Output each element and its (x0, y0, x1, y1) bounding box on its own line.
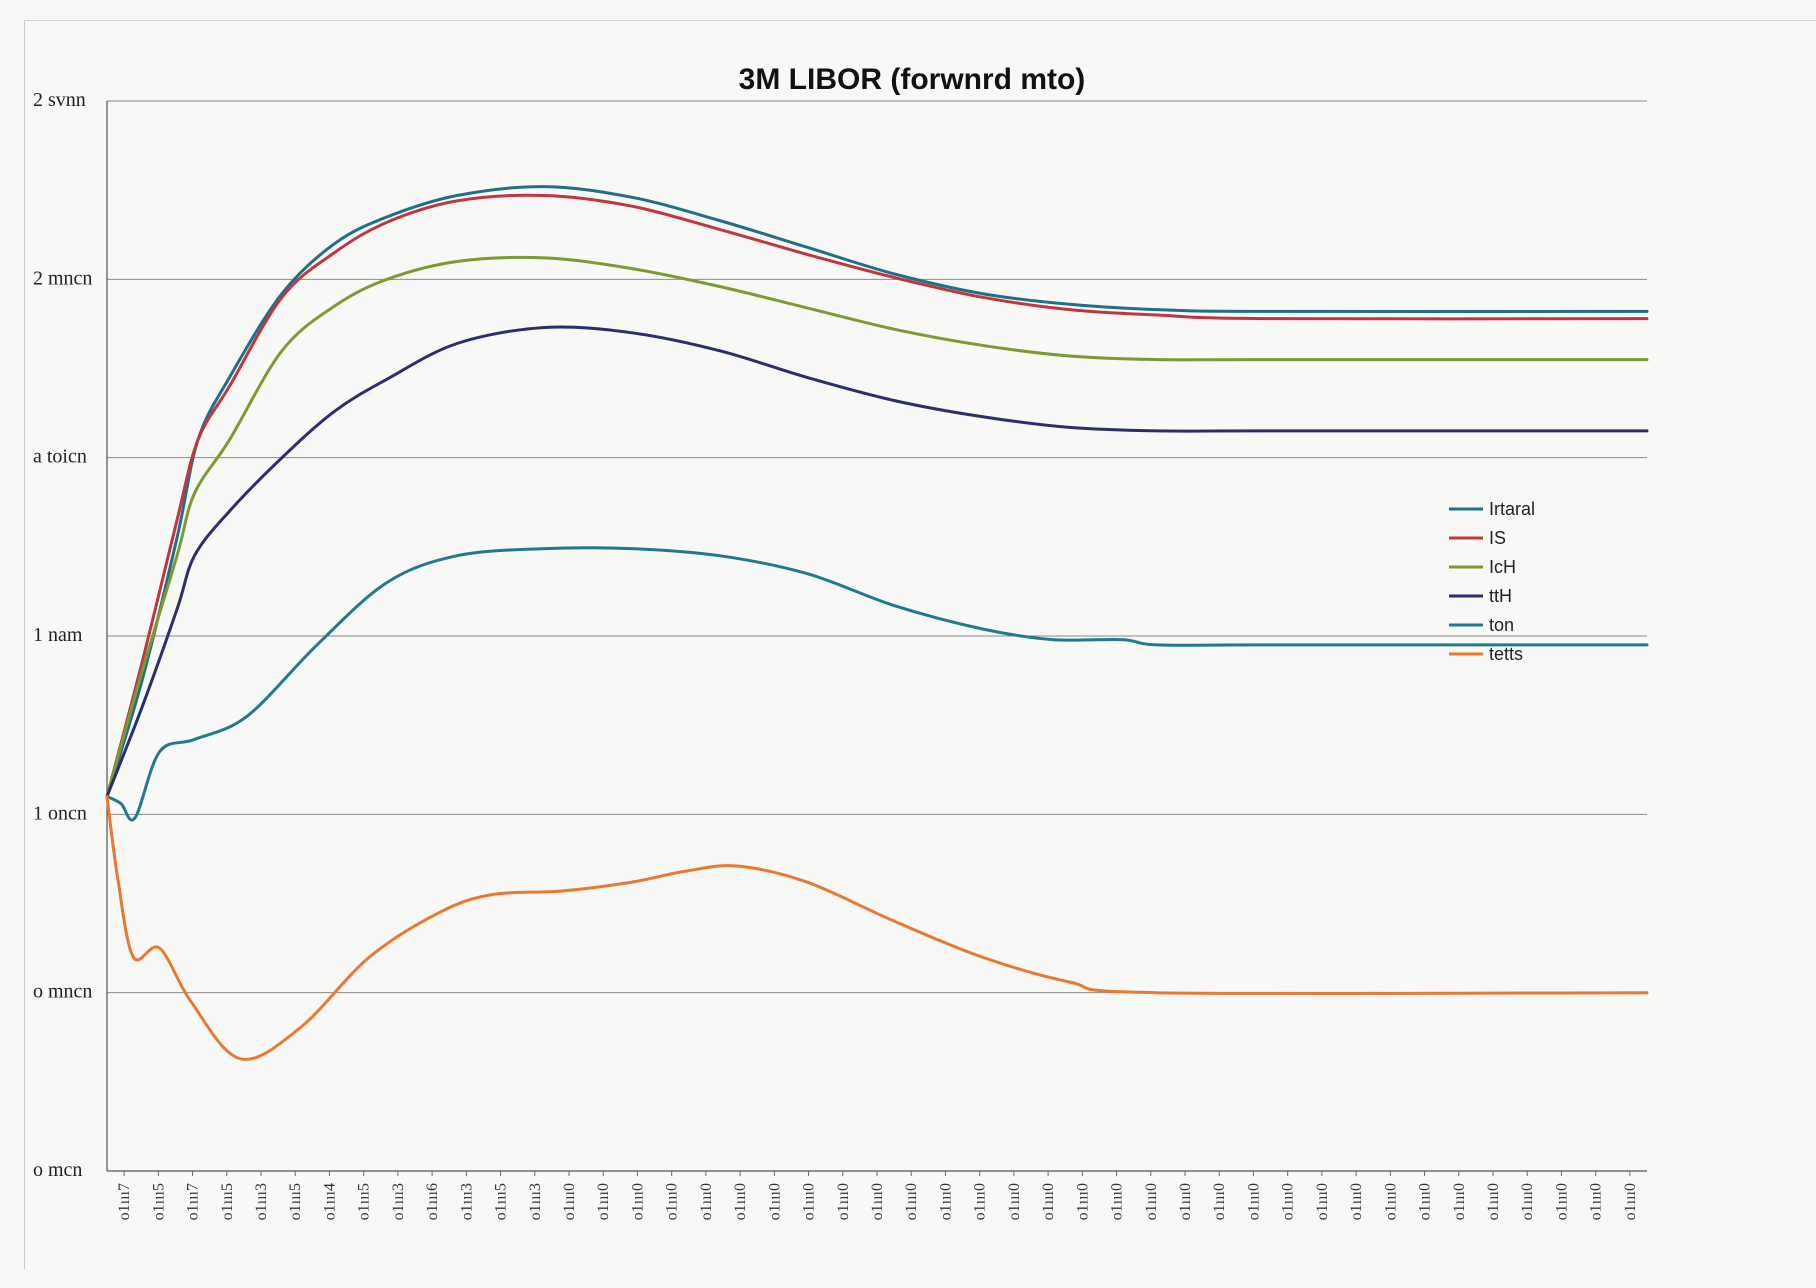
x-tick-label: o1ııı0 (1451, 1183, 1468, 1220)
y-tick-label: 2 svnn (33, 89, 86, 111)
y-tick-label: o mcn (33, 1159, 82, 1181)
x-tick-label: o1ııı0 (766, 1183, 783, 1220)
series-line-IS (105, 193, 1649, 798)
x-tick-label: o1ııı0 (937, 1183, 954, 1220)
series-lines (105, 185, 1649, 1061)
x-tick-label: o1ııı7 (185, 1183, 202, 1220)
x-tick-label: o1ııı5 (150, 1183, 167, 1220)
x-tick-label: o1ııı5 (287, 1183, 304, 1220)
x-tick-label: o1ııı0 (835, 1183, 852, 1220)
y-tick-label: 1 oncn (33, 802, 87, 824)
gridlines (107, 100, 1647, 994)
x-tick-label: o1ııı3 (458, 1183, 475, 1220)
x-tick-label: o1ııı0 (1519, 1183, 1536, 1220)
x-tick-label: o1ııı5 (356, 1183, 373, 1220)
series-line-ttH (105, 325, 1649, 798)
x-tick-label: o1ııı0 (972, 1183, 989, 1220)
legend-label: tetts (1489, 644, 1523, 664)
x-tick-label: o1ııı0 (698, 1183, 715, 1220)
x-tick-label: o1ııı0 (1314, 1183, 1331, 1220)
x-tick-label: o1ııı0 (1280, 1183, 1297, 1220)
x-tick-label: o1ııı0 (1553, 1183, 1570, 1220)
y-tick-label: a toicn (33, 446, 87, 468)
series-line-tetts (105, 795, 1649, 1061)
x-tick-label: o1ııı3 (527, 1183, 544, 1220)
x-tick-label: o1ııı7 (116, 1183, 133, 1220)
x-tick-label: o1ııı0 (869, 1183, 886, 1220)
x-tick-label: o1ııı0 (629, 1183, 646, 1220)
x-tick-label: o1ııı0 (1382, 1183, 1399, 1220)
x-tick-label: o1ııı0 (732, 1183, 749, 1220)
x-tick-label: o1ııı0 (595, 1183, 612, 1220)
x-tick-label: o1ııı0 (561, 1183, 578, 1220)
x-tick-label: o1ııı0 (1245, 1183, 1262, 1220)
series-line-Irtaral (105, 185, 1649, 798)
x-tick-label: o1ııı0 (1588, 1183, 1605, 1220)
x-tick-label: o1ııı3 (253, 1183, 270, 1220)
x-tick-label: o1ııı0 (1348, 1183, 1365, 1220)
legend: Irtaral IS IcH ttH ton tetts (1449, 499, 1535, 664)
x-tick-label: o1ııı0 (801, 1183, 818, 1220)
legend-label: Irtaral (1489, 499, 1535, 519)
x-tick-label: o1ııı5 (493, 1183, 510, 1220)
y-tick-label: 1 nam (33, 624, 83, 646)
x-tick-label: o1ııı0 (1006, 1183, 1023, 1220)
x-tick-label: o1ııı0 (1211, 1183, 1228, 1220)
legend-label: IS (1489, 528, 1506, 548)
legend-label: ttH (1489, 586, 1512, 606)
series-line-ton (105, 546, 1649, 822)
x-tick-label: o1ııı0 (1040, 1183, 1057, 1220)
x-tick-label: o1ııı0 (1177, 1183, 1194, 1220)
x-tick-label: o1ııı0 (1074, 1183, 1091, 1220)
x-tick-label: o1ııı0 (664, 1183, 681, 1220)
axes: 2 svnn 2 mncn a toicn 1 nam 1 oncn o mncn o mc… (33, 89, 1647, 1220)
x-tick-label: o1ııı3 (390, 1183, 407, 1220)
x-tick-label: o1ııı0 (1143, 1183, 1160, 1220)
x-tick-label: o1ııı0 (1417, 1183, 1434, 1220)
x-tick-label: o1ııı4 (321, 1183, 338, 1220)
x-tick-label: o1ııı5 (219, 1183, 236, 1220)
x-tick-label: o1ııı6 (424, 1183, 441, 1220)
chart-title: 3M LIBOR (forwnrd mto) (739, 63, 1086, 96)
legend-label: ton (1489, 615, 1514, 635)
chart-frame: 3M LIBOR (forwnrd mto) 2 svnn 2 mncn a toi… (24, 20, 1816, 1269)
x-tick-label: o1ııı0 (1622, 1183, 1639, 1220)
x-tick-label: o1ııı0 (1485, 1183, 1502, 1220)
y-tick-label: 2 mncn (33, 267, 92, 289)
x-tick-label: o1ııı0 (1109, 1183, 1126, 1220)
legend-label: IcH (1489, 557, 1516, 577)
line-chart: 3M LIBOR (forwnrd mto) 2 svnn 2 mncn a toi… (33, 63, 1649, 1220)
series-line-IcH (105, 255, 1649, 798)
x-tick-label: o1ııı0 (903, 1183, 920, 1220)
y-tick-label: o mncn (33, 981, 92, 1003)
